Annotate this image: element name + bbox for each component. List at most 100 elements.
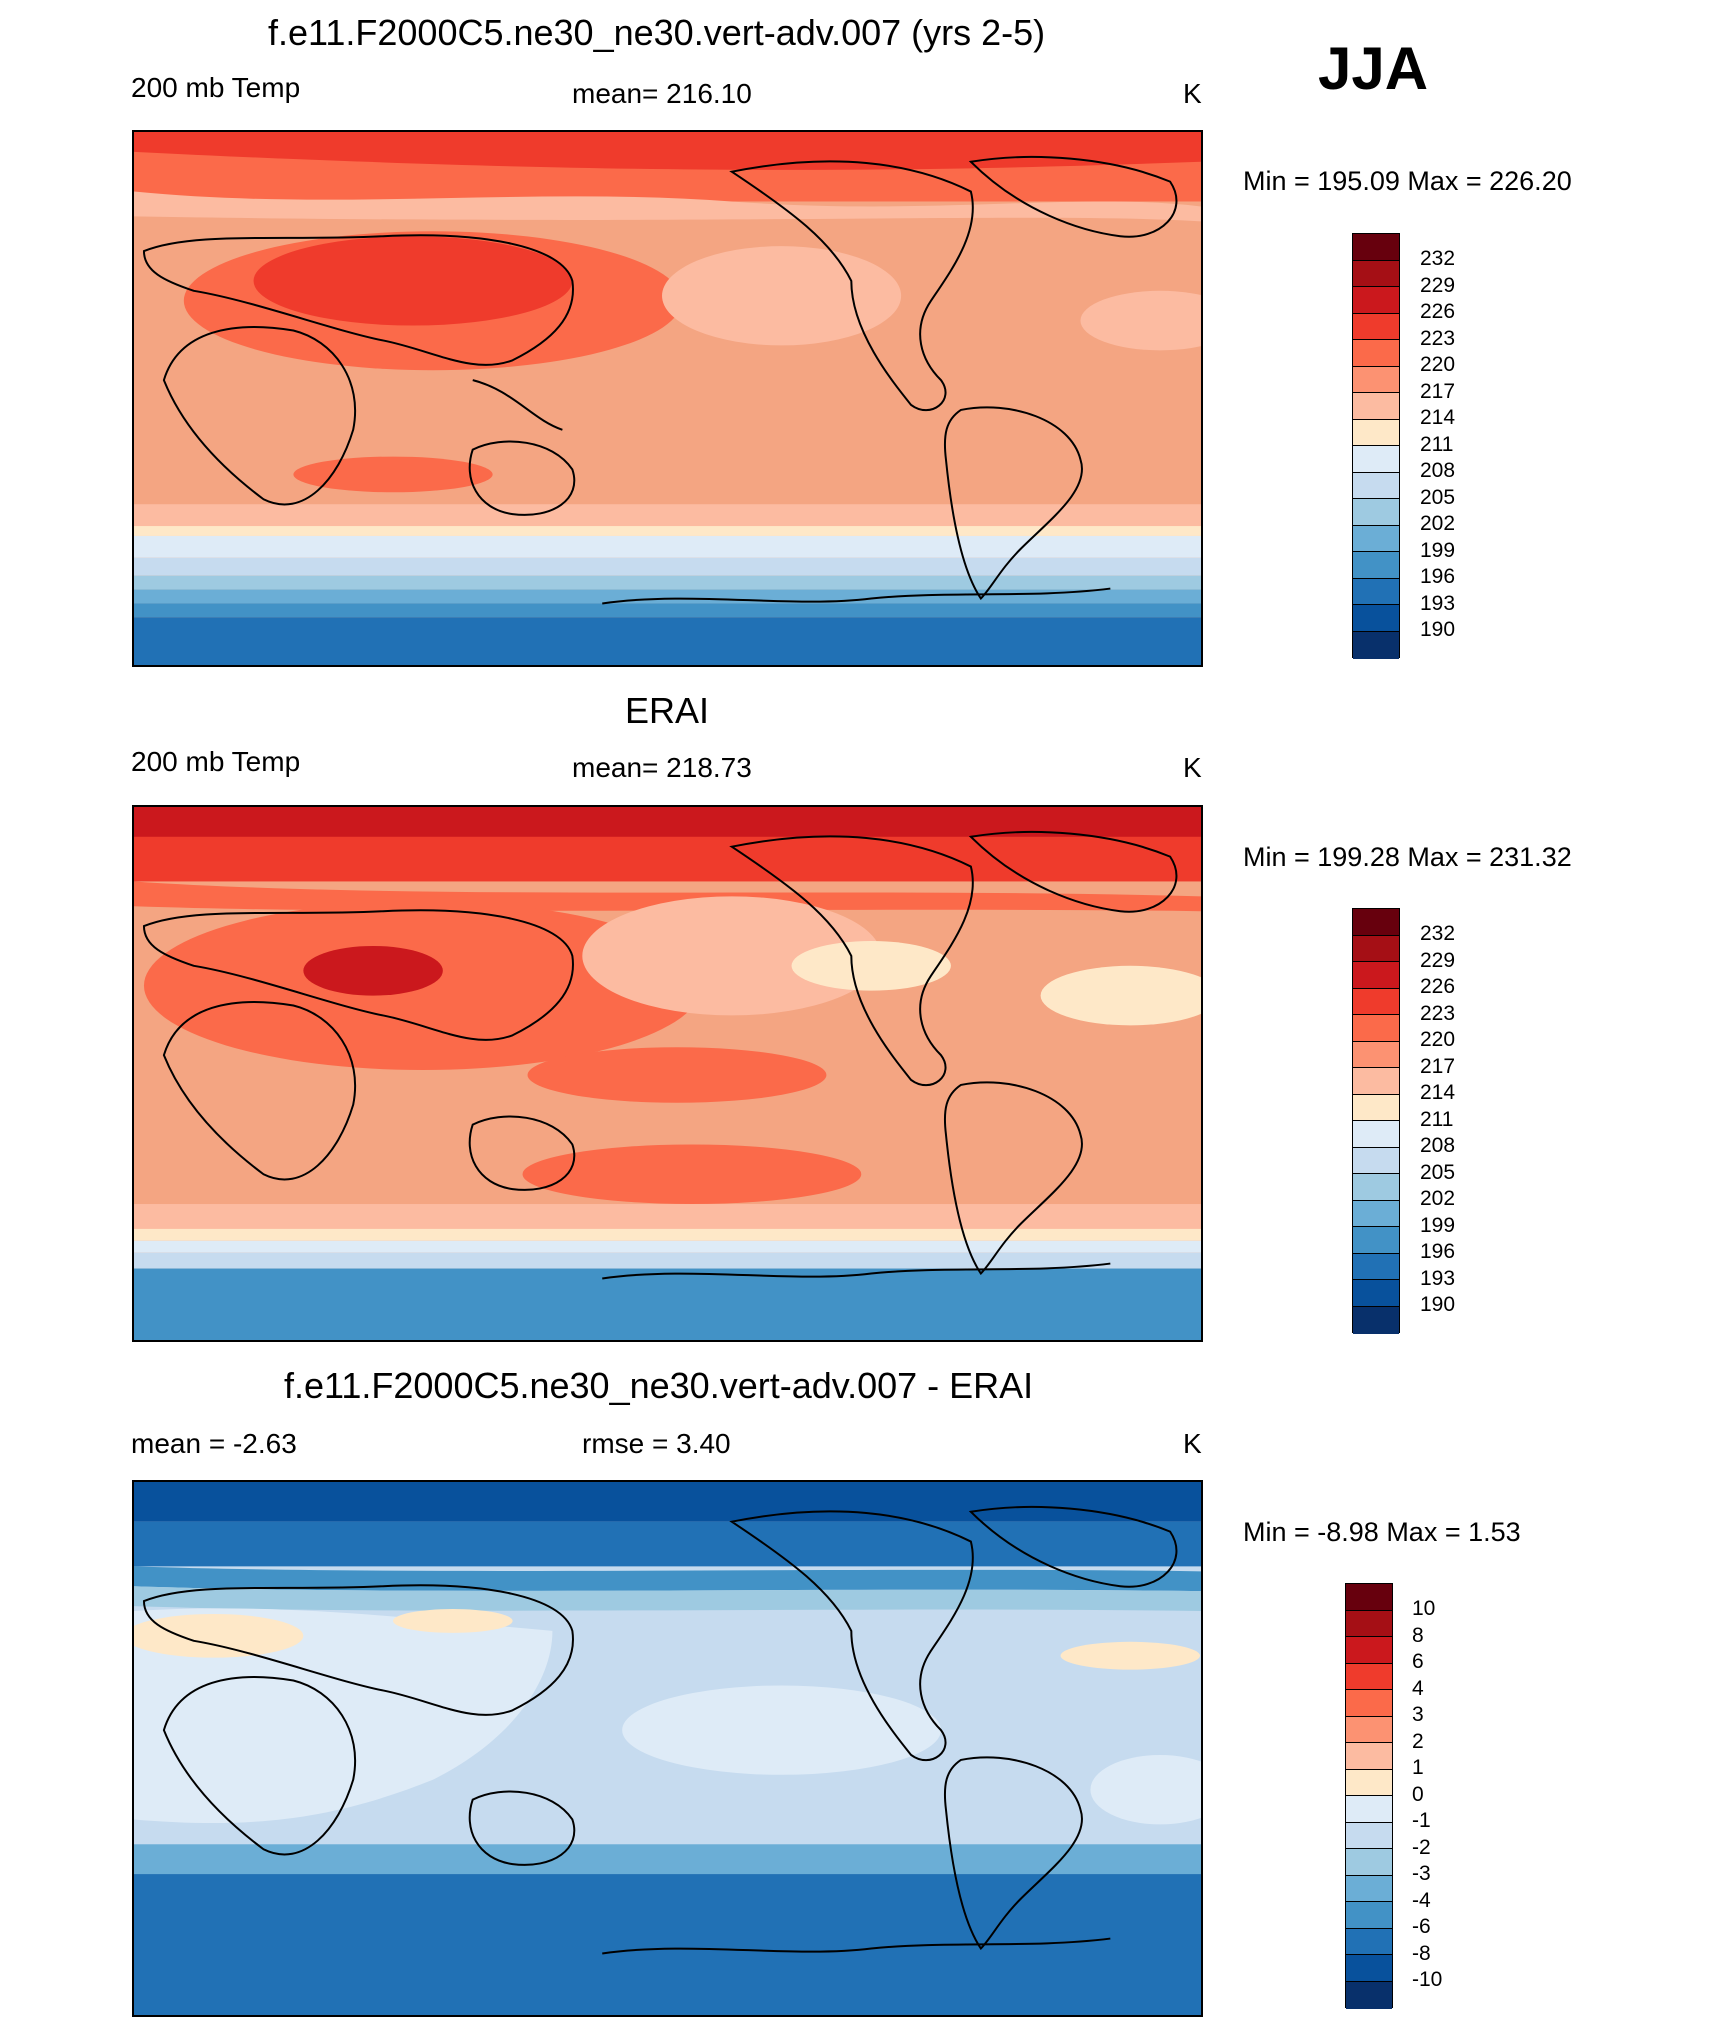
colorbar-tick-label: 232	[1420, 247, 1456, 270]
colorbar-swatch	[1353, 340, 1399, 367]
panel1-map	[132, 130, 1203, 667]
colorbar-swatch	[1353, 1147, 1399, 1174]
colorbar-swatch	[1353, 1174, 1399, 1201]
colorbar-tick-label: -3	[1412, 1862, 1431, 1885]
colorbar-swatch	[1346, 1584, 1392, 1611]
colorbar-tick-label: 202	[1420, 512, 1456, 535]
colorbar-swatch	[1353, 962, 1399, 989]
colorbar-swatch	[1353, 935, 1399, 962]
colorbar-tick-label: 6	[1412, 1650, 1424, 1673]
colorbar-swatch	[1353, 988, 1399, 1015]
panel1-colorbar	[1352, 233, 1400, 659]
colorbar-swatch	[1346, 1875, 1392, 1902]
colorbar-tick-label: 3	[1412, 1703, 1424, 1726]
colorbar-tick-label: 205	[1420, 1161, 1456, 1184]
colorbar-tick-label: 208	[1420, 1134, 1456, 1157]
colorbar-tick-label: 226	[1420, 975, 1456, 998]
colorbar-swatch	[1346, 1690, 1392, 1717]
colorbar-swatch	[1346, 1955, 1392, 1982]
colorbar-swatch	[1353, 1068, 1399, 1095]
colorbar-tick-label: 220	[1420, 1028, 1456, 1051]
colorbar-tick-label: 220	[1420, 353, 1456, 376]
colorbar-swatch	[1353, 260, 1399, 287]
colorbar-tick-label: 211	[1420, 433, 1454, 456]
colorbar-tick-label: 4	[1412, 1677, 1424, 1700]
colorbar-swatch	[1346, 1637, 1392, 1664]
colorbar-tick-label: 193	[1420, 1267, 1456, 1290]
colorbar-tick-label: 223	[1420, 1002, 1456, 1025]
colorbar-swatch	[1353, 234, 1399, 261]
colorbar-swatch	[1353, 1200, 1399, 1227]
colorbar-tick-label: 214	[1420, 406, 1456, 429]
colorbar-swatch	[1353, 552, 1399, 579]
panel3-title: f.e11.F2000C5.ne30_ne30.vert-adv.007 - E…	[284, 1365, 1034, 1406]
colorbar-swatch	[1353, 1253, 1399, 1280]
panel2-colorbar	[1352, 908, 1400, 1334]
colorbar-swatch	[1353, 1015, 1399, 1042]
colorbar-tick-label: 10	[1412, 1597, 1436, 1620]
colorbar-swatch	[1353, 1306, 1399, 1334]
panel2-units-label: K	[1183, 752, 1202, 783]
colorbar-tick-label: 2	[1412, 1730, 1424, 1753]
panel3-map	[132, 1480, 1203, 2017]
colorbar-swatch	[1346, 1928, 1392, 1955]
colorbar-swatch	[1346, 1743, 1392, 1770]
panel2-title: ERAI	[625, 690, 710, 731]
colorbar-tick-label: -8	[1412, 1942, 1431, 1965]
colorbar-tick-label: -1	[1412, 1809, 1431, 1832]
colorbar-swatch	[1346, 1769, 1392, 1796]
colorbar-swatch	[1353, 419, 1399, 446]
colorbar-tick-label: 193	[1420, 592, 1456, 615]
colorbar-swatch	[1353, 631, 1399, 659]
panel3-colorbar	[1345, 1583, 1393, 2009]
colorbar-swatch	[1353, 499, 1399, 526]
colorbar-swatch	[1353, 393, 1399, 420]
colorbar-tick-label: 229	[1420, 274, 1456, 297]
colorbar-swatch	[1353, 446, 1399, 473]
colorbar-tick-label: 0	[1412, 1783, 1424, 1806]
panel3-rmse-label: rmse = 3.40	[582, 1428, 731, 1459]
panel1-title: f.e11.F2000C5.ne30_ne30.vert-adv.007 (yr…	[268, 12, 1046, 53]
colorbar-tick-label: 202	[1420, 1187, 1456, 1210]
colorbar-swatch	[1346, 1796, 1392, 1823]
panel3-units-label: K	[1183, 1428, 1202, 1459]
colorbar-tick-label: 1	[1412, 1756, 1424, 1779]
colorbar-tick-label: 211	[1420, 1108, 1454, 1131]
colorbar-tick-label: 226	[1420, 300, 1456, 323]
colorbar-swatch	[1346, 1981, 1392, 2009]
colorbar-tick-label: 190	[1420, 1293, 1456, 1316]
colorbar-tick-label: 229	[1420, 949, 1456, 972]
colorbar-swatch	[1353, 1094, 1399, 1121]
colorbar-swatch	[1353, 578, 1399, 605]
colorbar-tick-label: 196	[1420, 1240, 1456, 1263]
panel1-minmax: Min = 195.09 Max = 226.20	[1243, 166, 1572, 196]
colorbar-tick-label: 199	[1420, 1214, 1456, 1237]
colorbar-tick-label: 217	[1420, 380, 1456, 403]
colorbar-swatch	[1353, 287, 1399, 314]
colorbar-swatch	[1353, 1227, 1399, 1254]
colorbar-tick-label: 8	[1412, 1624, 1424, 1647]
colorbar-swatch	[1346, 1610, 1392, 1637]
colorbar-tick-label: -10	[1412, 1968, 1443, 1991]
colorbar-swatch	[1353, 1280, 1399, 1307]
panel1-left-label: 200 mb Temp	[131, 72, 301, 103]
colorbar-swatch	[1346, 1716, 1392, 1743]
colorbar-tick-label: 223	[1420, 327, 1456, 350]
colorbar-swatch	[1353, 313, 1399, 340]
colorbar-tick-label: 196	[1420, 565, 1456, 588]
panel2-left-label: 200 mb Temp	[131, 746, 301, 777]
season-label: JJA	[1318, 35, 1429, 102]
panel2-mean-label: mean= 218.73	[572, 752, 752, 783]
panel1-units-label: K	[1183, 78, 1202, 109]
colorbar-swatch	[1346, 1663, 1392, 1690]
colorbar-tick-label: 232	[1420, 922, 1456, 945]
panel3-mean-label: mean = -2.63	[131, 1428, 297, 1459]
colorbar-tick-label: 208	[1420, 459, 1456, 482]
colorbar-tick-label: -4	[1412, 1889, 1431, 1912]
colorbar-swatch	[1353, 605, 1399, 632]
colorbar-tick-label: 205	[1420, 486, 1456, 509]
colorbar-swatch	[1353, 525, 1399, 552]
colorbar-swatch	[1353, 909, 1399, 936]
colorbar-swatch	[1346, 1902, 1392, 1929]
panel2-map	[132, 805, 1203, 1342]
